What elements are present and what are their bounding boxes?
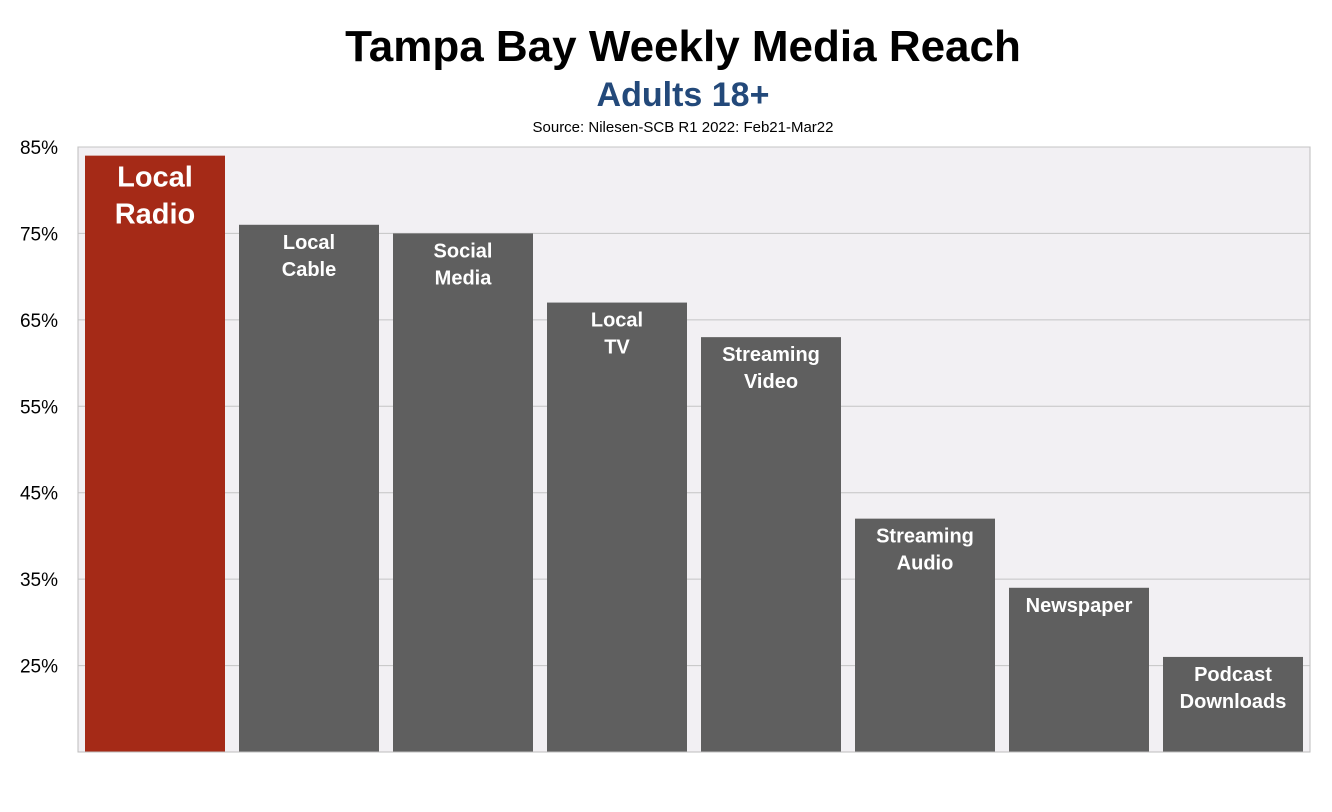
bar-label: Radio	[115, 199, 196, 231]
y-tick-label: 65%	[20, 311, 58, 332]
bar-label: Social	[434, 240, 493, 262]
bar-label: Cable	[282, 259, 336, 281]
y-tick-label: 85%	[20, 138, 58, 159]
chart-subtitle: Adults 18+	[596, 76, 770, 114]
bar-label: Local	[283, 232, 335, 254]
bar	[1163, 656, 1303, 752]
bar	[239, 224, 379, 753]
bar-label: Local	[591, 310, 643, 332]
chart-source: Source: Nilesen-SCB R1 2022: Feb21-Mar22	[532, 119, 834, 136]
bar-label: TV	[604, 337, 630, 359]
bar	[393, 233, 533, 752]
bar-label: Streaming	[722, 344, 820, 366]
bar-label: Downloads	[1180, 691, 1287, 713]
bar-label: Podcast	[1194, 664, 1272, 686]
y-tick-label: 35%	[20, 570, 58, 591]
bar-label: Streaming	[876, 526, 974, 548]
bar-label: Video	[744, 371, 798, 393]
y-tick-label: 75%	[20, 224, 58, 245]
bar	[1009, 587, 1149, 752]
y-tick-label: 55%	[20, 397, 58, 418]
chart-title: Tampa Bay Weekly Media Reach	[345, 22, 1021, 71]
y-tick-label: 45%	[20, 484, 58, 505]
y-tick-label: 25%	[20, 657, 58, 678]
bar-label: Audio	[897, 553, 954, 575]
bar-label: Local	[117, 162, 193, 194]
bar-label: Newspaper	[1026, 595, 1133, 617]
bar	[701, 337, 841, 752]
bar	[855, 518, 995, 752]
bar	[547, 302, 687, 752]
bar	[85, 155, 225, 753]
bar-label: Media	[435, 267, 493, 289]
